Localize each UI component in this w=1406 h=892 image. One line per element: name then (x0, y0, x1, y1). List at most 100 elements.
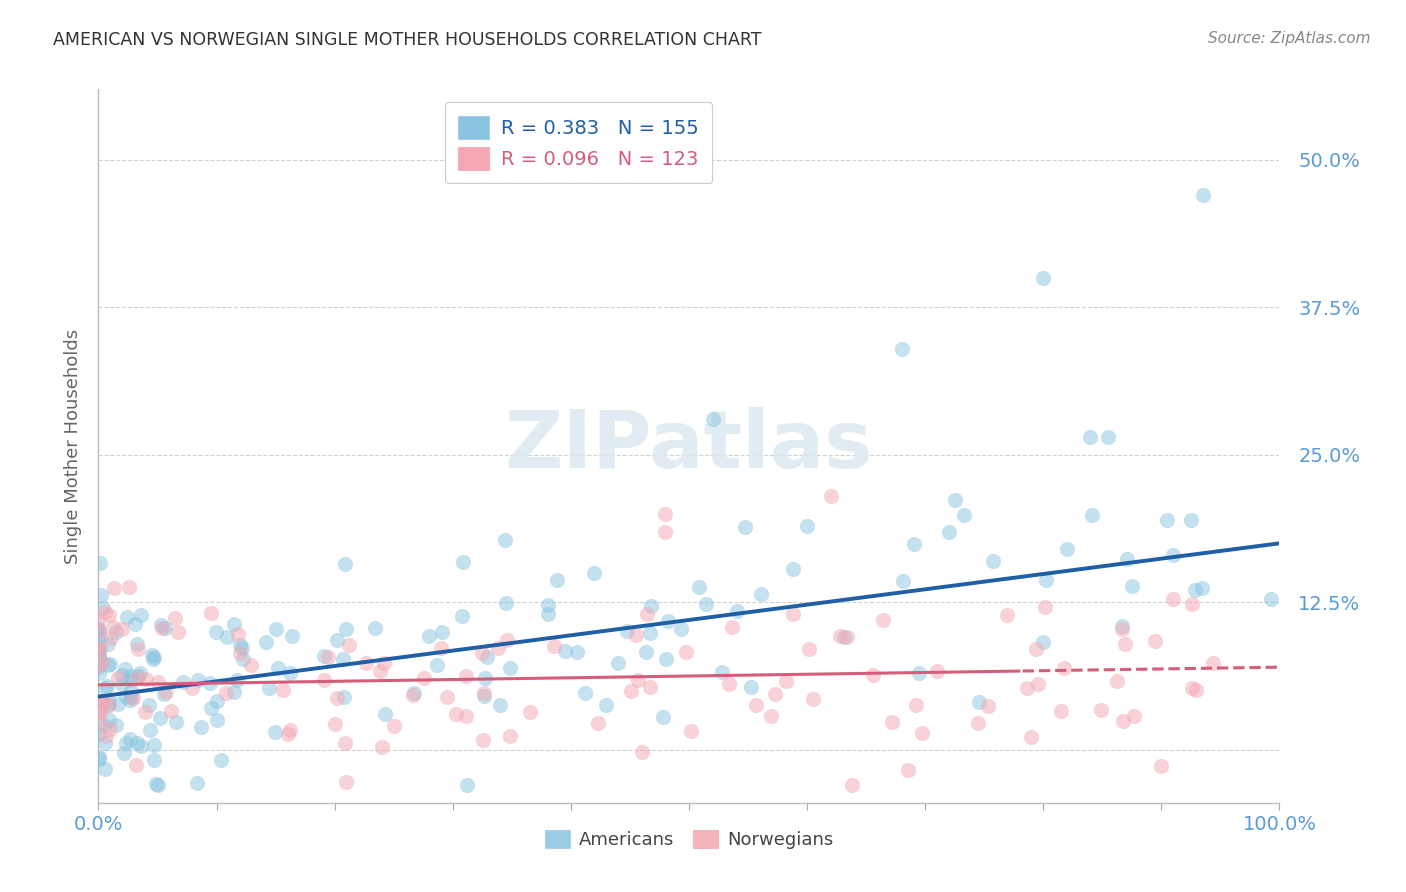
Point (654, 524, 676, 539)
Point (87, 658, 110, 673)
Point (472, 689, 495, 703)
Point (97, 638, 120, 652)
Point (280, 665, 302, 680)
Point (1202, 656, 1225, 670)
Point (841, 778, 863, 792)
Point (120, 669, 142, 683)
Point (200, 701, 222, 715)
Point (430, 624, 453, 639)
Point (763, 686, 786, 700)
Point (1111, 623, 1133, 637)
Point (475, 650, 498, 665)
Point (94, 605, 117, 619)
Point (543, 639, 565, 653)
Point (263, 725, 285, 739)
Point (127, 669, 149, 683)
Point (657, 614, 679, 628)
Point (1116, 552, 1139, 566)
Point (1144, 633, 1167, 648)
Point (89, 715, 111, 730)
Point (1122, 709, 1144, 723)
Point (494, 533, 516, 547)
Point (368, 664, 391, 678)
Point (153, 688, 176, 702)
Point (101, 619, 124, 633)
Point (146, 675, 169, 690)
Point (120, 673, 142, 688)
Point (94, 736, 117, 750)
Point (1191, 581, 1213, 595)
Point (953, 508, 976, 522)
Point (820, 489, 842, 503)
Point (488, 698, 510, 712)
Point (100, 631, 122, 645)
Point (326, 633, 349, 648)
Point (1114, 637, 1136, 651)
Point (127, 736, 149, 750)
Point (981, 553, 1004, 567)
Point (232, 651, 254, 665)
Point (745, 698, 768, 713)
Point (165, 714, 187, 729)
Point (1032, 271, 1054, 285)
Point (104, 625, 127, 640)
Point (180, 681, 202, 695)
Point (87, 641, 110, 656)
Point (264, 622, 287, 636)
Point (127, 641, 149, 656)
Point (905, 698, 928, 712)
Point (872, 614, 894, 628)
Point (734, 519, 756, 533)
Point (134, 705, 156, 719)
Point (127, 671, 149, 685)
Point (759, 708, 782, 723)
Point (89, 752, 111, 766)
Point (799, 641, 821, 656)
Point (651, 710, 673, 724)
Point (90, 588, 112, 602)
Point (450, 609, 472, 624)
Point (1019, 730, 1042, 744)
Point (681, 723, 703, 738)
Point (586, 715, 609, 730)
Point (97, 698, 120, 712)
Point (281, 629, 304, 643)
Point (402, 686, 425, 700)
Point (565, 645, 588, 659)
Point (229, 638, 252, 652)
Point (796, 518, 818, 533)
Point (111, 667, 134, 681)
Point (228, 627, 250, 641)
Point (118, 580, 141, 594)
Point (1191, 188, 1213, 202)
Point (222, 684, 245, 698)
Point (111, 622, 134, 636)
Point (1056, 542, 1078, 557)
Point (141, 648, 163, 662)
Point (1156, 513, 1178, 527)
Point (229, 647, 252, 661)
Point (91, 693, 114, 707)
Point (471, 733, 494, 747)
Point (456, 778, 478, 792)
Point (190, 720, 212, 734)
Point (1181, 681, 1204, 695)
Point (1105, 673, 1128, 688)
Point (626, 673, 648, 687)
Point (1032, 635, 1054, 649)
Point (711, 665, 734, 679)
Point (801, 692, 824, 706)
Point (94, 729, 117, 743)
Point (89, 704, 111, 718)
Point (718, 677, 741, 691)
Point (995, 607, 1018, 622)
Point (890, 342, 912, 356)
Point (740, 680, 762, 694)
Point (721, 620, 744, 634)
Point (402, 689, 425, 703)
Point (832, 630, 855, 644)
Point (259, 681, 281, 696)
Point (1184, 583, 1206, 598)
Point (118, 693, 141, 707)
Point (326, 690, 349, 705)
